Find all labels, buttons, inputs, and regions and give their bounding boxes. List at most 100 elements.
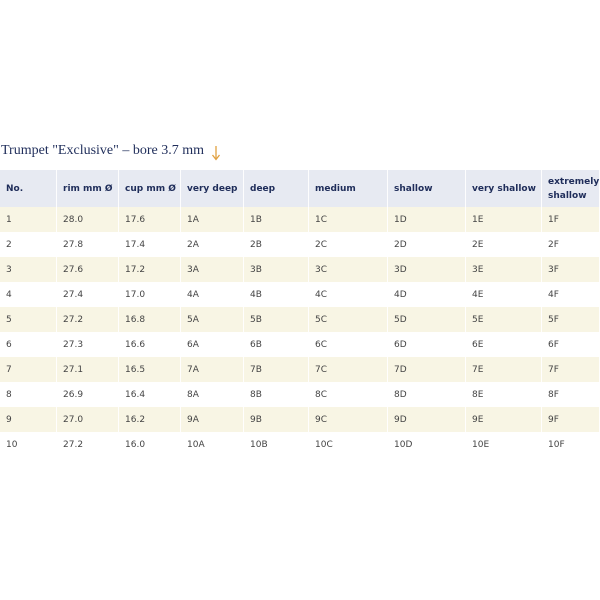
down-arrow-icon — [211, 146, 221, 161]
table-title: Trumpet "Exclusive" – bore 3.7 mm — [1, 143, 205, 158]
header-cell: rim mm Ø — [57, 170, 119, 207]
table-cell: 2B — [244, 232, 309, 257]
cell-text: 10B — [250, 439, 268, 450]
table-cell: 5E — [466, 307, 542, 332]
table-cell: 4D — [388, 282, 466, 307]
cell-text: 4D — [394, 289, 407, 300]
table-cell: 10D — [388, 432, 466, 457]
table-cell: 3D — [388, 257, 466, 282]
cell-text: 6 — [6, 339, 12, 350]
cell-text: 8C — [315, 389, 328, 400]
cell-text: 2 — [6, 239, 12, 250]
cell-text: 2E — [472, 239, 484, 250]
table-row: 7 27.1 16.5 7A 7B 7C 7D 7E 7F — [0, 357, 600, 382]
cell-text: 10C — [315, 439, 333, 450]
cell-text: 16.6 — [125, 339, 146, 350]
table-cell: 2A — [181, 232, 244, 257]
table-cell: 4 — [0, 282, 57, 307]
cell-text: 7A — [187, 364, 199, 375]
header-cell: very shallow — [466, 170, 542, 207]
table-cell: 6C — [309, 332, 388, 357]
table-cell: 27.0 — [57, 407, 119, 432]
table-row: 4 27.4 17.0 4A 4B 4C 4D 4E 4F — [0, 282, 600, 307]
table-row: 1 28.0 17.6 1A 1B 1C 1D 1E 1F — [0, 207, 600, 232]
table-cell: 4A — [181, 282, 244, 307]
table-cell: 10E — [466, 432, 542, 457]
cell-text: 2D — [394, 239, 407, 250]
cell-text: 1E — [472, 214, 484, 225]
table-cell: 27.2 — [57, 432, 119, 457]
table-cell: 9 — [0, 407, 57, 432]
header-cell: extremely shallow — [542, 170, 600, 207]
table-cell: 10B — [244, 432, 309, 457]
cell-text: 5B — [250, 314, 262, 325]
header-cell: medium — [309, 170, 388, 207]
cell-text: 1 — [6, 214, 12, 225]
table-cell: 5C — [309, 307, 388, 332]
cell-text: 10A — [187, 439, 205, 450]
table-cell: 5F — [542, 307, 600, 332]
cell-text: 10E — [472, 439, 490, 450]
cell-text: 7C — [315, 364, 328, 375]
cell-text: 17.0 — [125, 289, 146, 300]
table-cell: 2C — [309, 232, 388, 257]
table-cell: 6F — [542, 332, 600, 357]
table-cell: 1E — [466, 207, 542, 232]
cell-text: 3C — [315, 264, 328, 275]
table-cell: 5D — [388, 307, 466, 332]
header-row: No. rim mm Ø cup mm Ø very deep deep medium sh… — [0, 170, 600, 207]
cell-text: 9D — [394, 414, 407, 425]
cell-text: 9 — [6, 414, 12, 425]
table-cell: 9B — [244, 407, 309, 432]
cell-text: 3E — [472, 264, 484, 275]
cell-text: 1B — [250, 214, 262, 225]
cell-text: 27.4 — [63, 289, 84, 300]
table-cell: 3C — [309, 257, 388, 282]
table-cell: 1F — [542, 207, 600, 232]
table-cell: 27.2 — [57, 307, 119, 332]
cell-text: 7 — [6, 364, 12, 375]
cell-text: 8B — [250, 389, 262, 400]
cell-text: 6E — [472, 339, 484, 350]
cell-text: 1F — [548, 214, 559, 225]
cell-text: 9A — [187, 414, 199, 425]
cell-text: 4F — [548, 289, 559, 300]
header-cell: deep — [244, 170, 309, 207]
table-cell: 9D — [388, 407, 466, 432]
table-cell: 27.8 — [57, 232, 119, 257]
table-cell: 6E — [466, 332, 542, 357]
table-cell: 6D — [388, 332, 466, 357]
cell-text: 17.6 — [125, 214, 146, 225]
cell-text: 8E — [472, 389, 484, 400]
table-cell: 1C — [309, 207, 388, 232]
table-cell: 9E — [466, 407, 542, 432]
cell-text: 2F — [548, 239, 559, 250]
table-cell: 5 — [0, 307, 57, 332]
table-cell: 1D — [388, 207, 466, 232]
cell-text: 1D — [394, 214, 407, 225]
table-cell: 27.3 — [57, 332, 119, 357]
table-cell: 27.1 — [57, 357, 119, 382]
cell-text: 17.4 — [125, 239, 146, 250]
cell-text: 6C — [315, 339, 328, 350]
cell-text: 8D — [394, 389, 407, 400]
cell-text: rim mm Ø — [63, 183, 113, 194]
cell-text: 5F — [548, 314, 559, 325]
table-cell: 7D — [388, 357, 466, 382]
cell-text: 6D — [394, 339, 407, 350]
table-cell: 27.4 — [57, 282, 119, 307]
table-cell: 10 — [0, 432, 57, 457]
table-cell: 16.2 — [119, 407, 181, 432]
table-cell: 28.0 — [57, 207, 119, 232]
cell-text: 7D — [394, 364, 407, 375]
cell-text: 27.3 — [63, 339, 84, 350]
header-cell: shallow — [388, 170, 466, 207]
table-cell: 8 — [0, 382, 57, 407]
table-cell: 16.6 — [119, 332, 181, 357]
header-cell: cup mm Ø — [119, 170, 181, 207]
cell-text: 27.0 — [63, 414, 84, 425]
table-cell: 5A — [181, 307, 244, 332]
cell-text: 27.2 — [63, 439, 84, 450]
cell-text: 17.2 — [125, 264, 146, 275]
